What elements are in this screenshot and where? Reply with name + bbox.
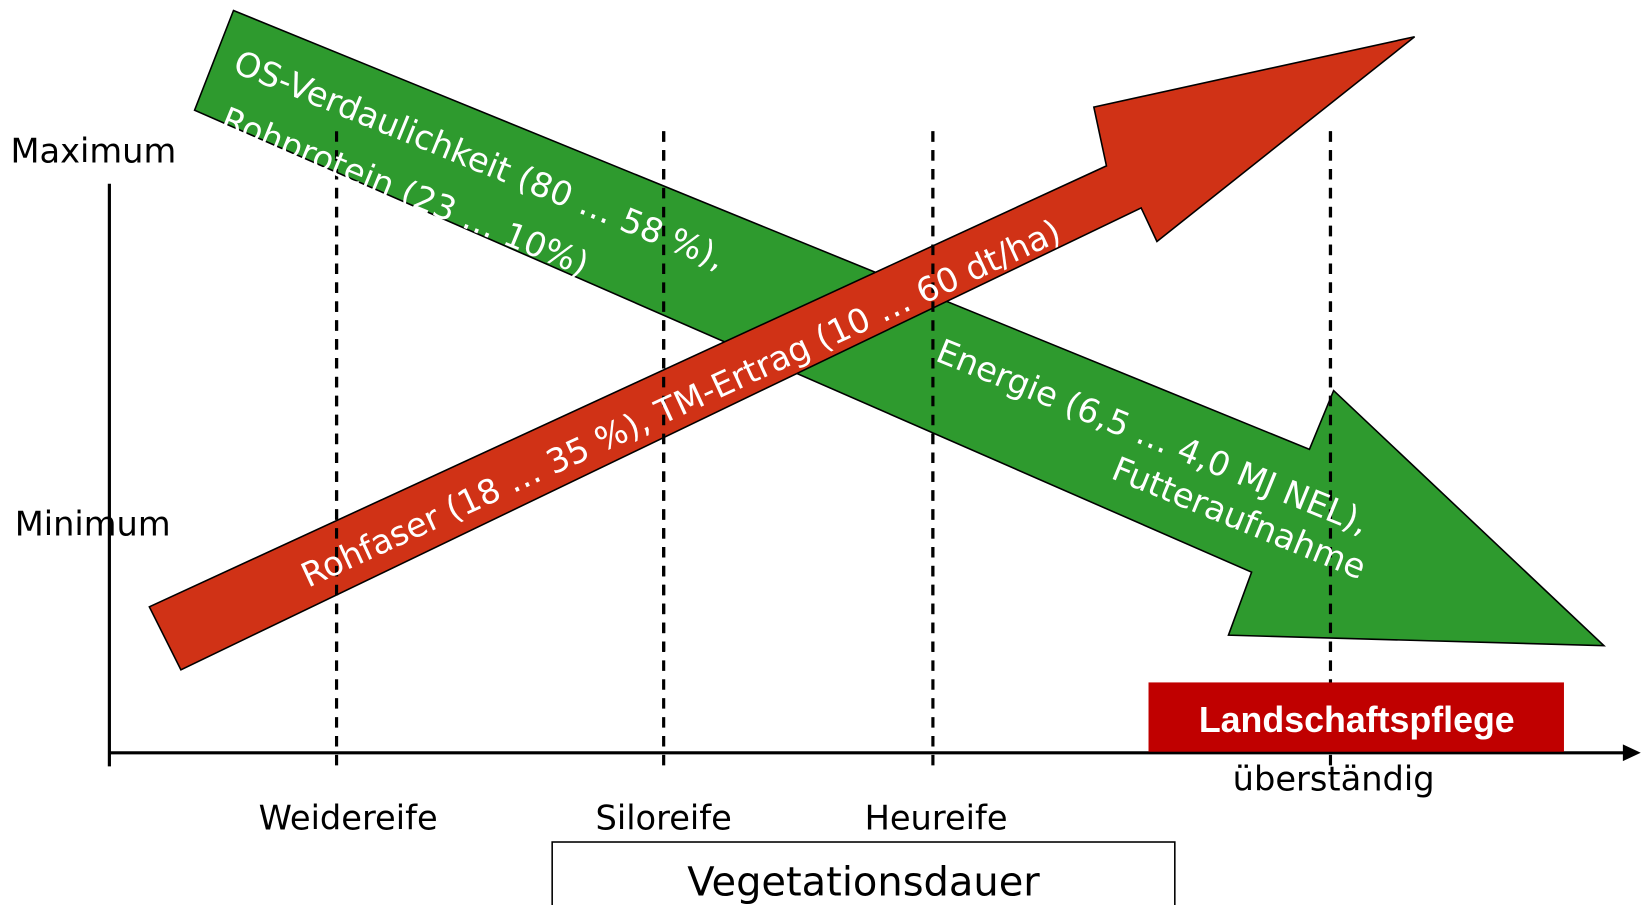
axis-arrowhead	[1622, 744, 1641, 762]
max-label: Maximum	[11, 132, 177, 171]
stage-label: Weidereife	[259, 798, 438, 837]
red-arrow	[148, 35, 1416, 671]
axis-title: Vegetationsdauer	[687, 860, 1040, 905]
stage-lines	[334, 131, 1333, 767]
stage-label: Siloreife	[596, 798, 732, 837]
title-box	[551, 841, 1176, 905]
stage-label: Heureife	[865, 798, 1008, 837]
badge-text: Landschaftspflege	[1199, 700, 1515, 740]
green-arrow	[193, 9, 1606, 647]
min-label: Minimum	[15, 504, 171, 543]
badge-box	[1148, 682, 1564, 752]
stage-label: überständig	[1233, 760, 1435, 799]
